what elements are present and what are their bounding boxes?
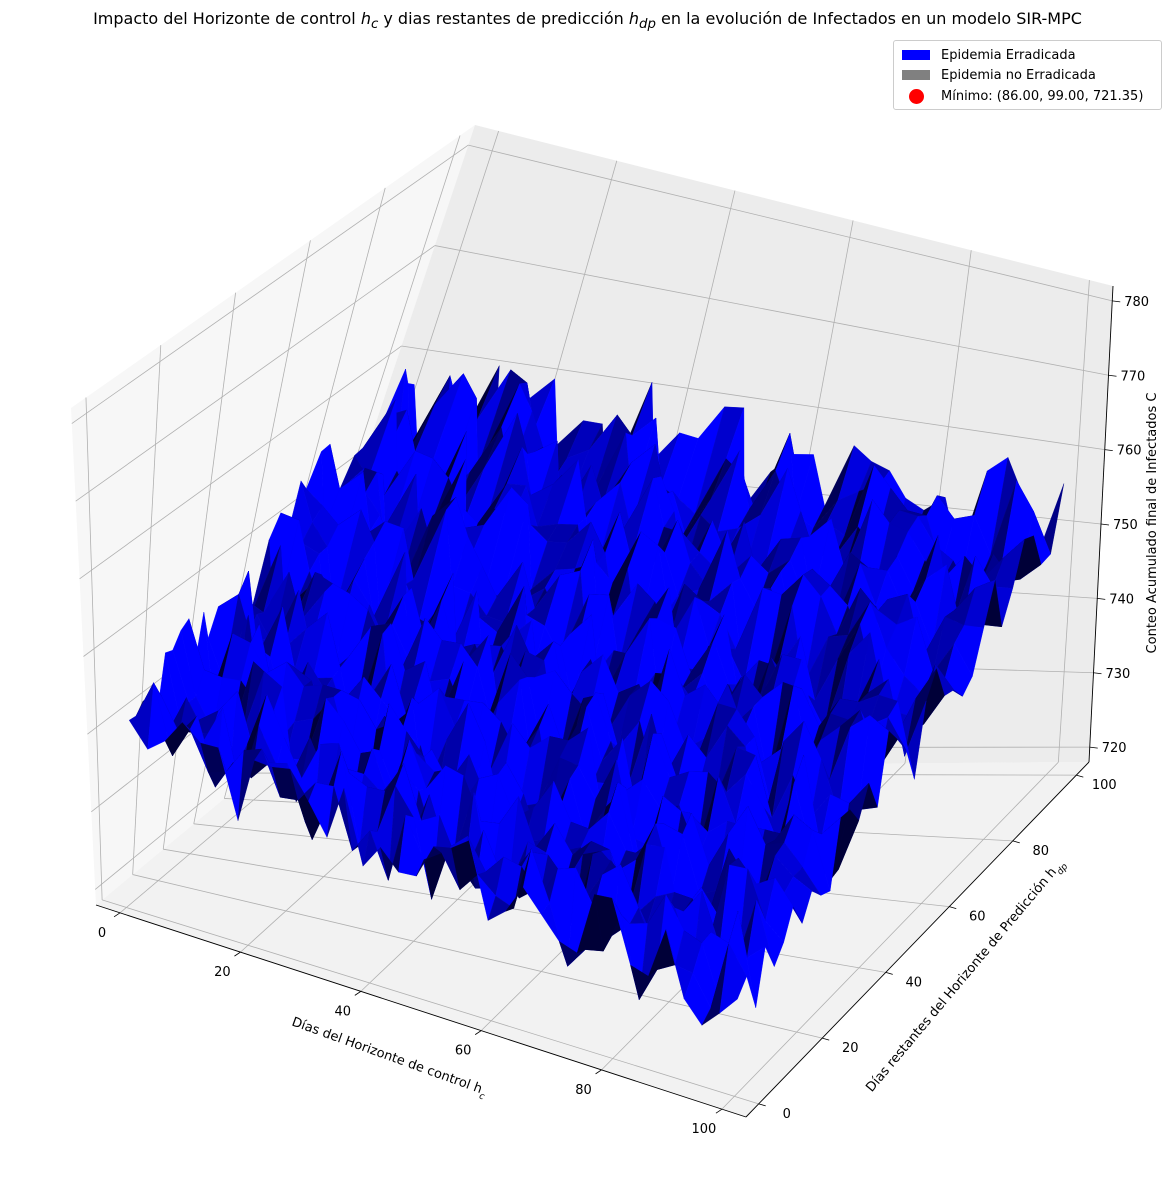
z-tick-label: 780 (1124, 295, 1149, 310)
x-tick (474, 1030, 482, 1035)
z-axis-label: Conteo Acumulado final de Infectados C (1145, 393, 1160, 654)
legend-item-minimo: Mínimo: (86.00, 99.00, 721.35) (902, 87, 1143, 105)
y-tick (885, 971, 893, 975)
legend-label: Epidemia no Erradicada (941, 67, 1096, 83)
z-tick (1093, 672, 1102, 675)
axis-lines (95, 285, 1121, 1118)
legend-swatch-gray (902, 70, 930, 80)
x-tick (715, 1108, 723, 1114)
z-tick-label: 740 (1109, 592, 1134, 607)
x-tick-label: 40 (335, 1004, 352, 1019)
x-tick-label: 20 (214, 965, 231, 980)
x-tick (234, 951, 241, 957)
grid-line (71, 144, 469, 424)
grid-line (401, 345, 1105, 451)
grid-line (79, 345, 402, 580)
x-tick-label: 0 (98, 926, 106, 941)
y-tick-label: 0 (783, 1107, 791, 1122)
grid-line (119, 767, 292, 914)
grid-line (75, 245, 436, 502)
tick-labels: 0 20 40 60 80 100 0 20 40 60 80 100 720 730 740 750 760 7… (98, 295, 1149, 1137)
legend-marker-red (909, 88, 924, 104)
chart-title: Impacto del Horizonte de control hc y di… (93, 9, 1082, 33)
x-tick (354, 991, 362, 996)
y-axis-line (745, 761, 1090, 1118)
z-tick-label: 720 (1102, 741, 1127, 756)
grid-line (163, 848, 886, 973)
surface-plot (128, 365, 1065, 1026)
grid-line (721, 761, 1059, 1110)
legend: Epidemia Erradicada Epidemia no Erradica… (893, 40, 1162, 110)
surface-cell (719, 942, 747, 1014)
legend-label: Mínimo: (86.00, 99.00, 721.35) (941, 88, 1144, 104)
y-tick (949, 906, 957, 910)
y-tick (822, 1037, 830, 1041)
grid-line (101, 899, 759, 1105)
z-tick-label: 750 (1113, 518, 1138, 533)
z-tick-label: 770 (1121, 369, 1146, 384)
legend-label: Epidemia Erradicada (941, 47, 1076, 63)
z-tick-label: 760 (1117, 444, 1142, 459)
grid-line (434, 245, 1109, 376)
y-tick (758, 1103, 766, 1107)
x-tick (113, 912, 121, 918)
y-tick-label: 100 (1092, 778, 1117, 793)
z-tick (1100, 523, 1110, 526)
y-tick (1076, 774, 1084, 778)
legend-item-no-erradicada: Epidemia no Erradicada (902, 66, 1096, 84)
x-axis-line (95, 904, 747, 1118)
y-tick-label: 40 (905, 975, 922, 990)
z-tick (1112, 300, 1121, 303)
y-tick-label: 80 (1033, 844, 1050, 859)
z-tick-label: 730 (1106, 667, 1131, 682)
y-tick-label: 20 (842, 1041, 859, 1056)
legend-item-erradicada: Epidemia Erradicada (902, 46, 1076, 64)
grid-line (468, 144, 1113, 302)
x-tick-label: 60 (455, 1044, 472, 1059)
x-tick-label: 80 (575, 1083, 592, 1098)
x-tick (595, 1069, 602, 1075)
legend-swatch-blue (902, 50, 930, 60)
y-tick-label: 60 (969, 910, 986, 925)
z-tick (1104, 449, 1113, 452)
z-tick (1108, 374, 1117, 377)
y-tick (1012, 840, 1020, 844)
z-tick (1089, 746, 1098, 749)
x-tick-label: 100 (692, 1122, 717, 1137)
z-tick (1097, 597, 1106, 600)
